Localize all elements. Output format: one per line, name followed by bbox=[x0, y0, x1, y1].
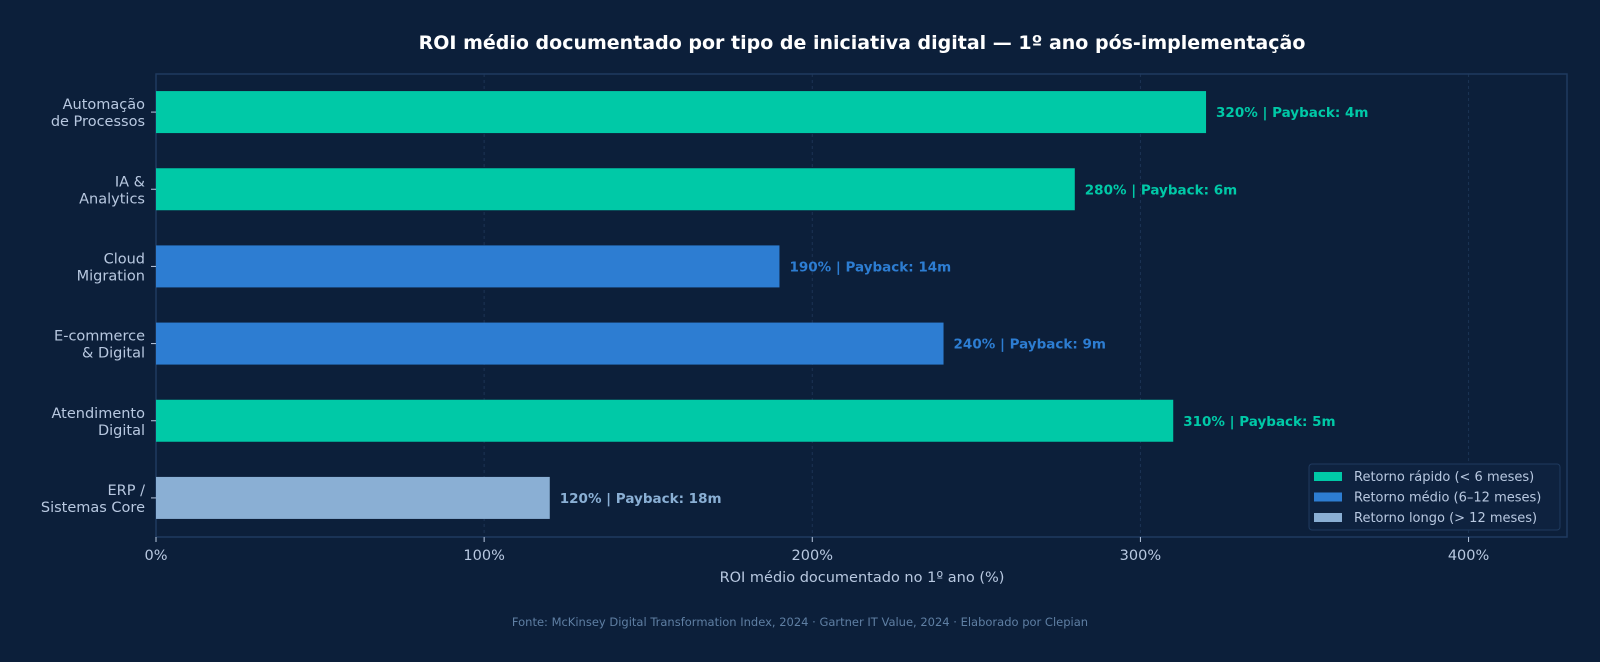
bar bbox=[156, 322, 944, 365]
legend-swatch bbox=[1314, 513, 1342, 522]
y-tick-label: Automação de Processos bbox=[51, 97, 145, 130]
x-axis-label: ROI médio documentado no 1º ano (%) bbox=[720, 570, 1005, 586]
legend-label: Retorno médio (6–12 meses) bbox=[1354, 491, 1541, 506]
chart-title: ROI médio documentado por tipo de inicia… bbox=[419, 32, 1306, 54]
bar bbox=[156, 91, 1207, 134]
legend-label: Retorno rápido (< 6 meses) bbox=[1354, 470, 1534, 485]
bar bbox=[156, 245, 780, 288]
bar bbox=[156, 399, 1174, 442]
plot-frame bbox=[155, 73, 1568, 538]
bar-data-label: 280% | Payback: 6m bbox=[1085, 182, 1237, 198]
bar bbox=[156, 476, 550, 519]
legend-label: Retorno longo (> 12 meses) bbox=[1354, 511, 1537, 526]
bar-data-label: 320% | Payback: 4m bbox=[1216, 105, 1368, 121]
legend-box bbox=[1308, 463, 1561, 531]
source-note: Fonte: McKinsey Digital Transformation I… bbox=[512, 615, 1088, 629]
y-tick-label: E-commerce & Digital bbox=[54, 329, 145, 362]
x-tick-label: 100% bbox=[463, 548, 504, 564]
x-tick-label: 400% bbox=[1448, 548, 1489, 564]
y-tick-label: IA & Analytics bbox=[79, 174, 145, 207]
bar-data-label: 310% | Payback: 5m bbox=[1183, 414, 1335, 430]
y-tick-label: Atendimento Digital bbox=[52, 406, 146, 439]
legend-swatch bbox=[1314, 492, 1342, 502]
y-tick-label: ERP / Sistemas Core bbox=[41, 483, 145, 516]
x-tick-label: 200% bbox=[792, 548, 833, 564]
legend-swatch bbox=[1314, 472, 1342, 481]
bar-data-label: 240% | Payback: 9m bbox=[954, 337, 1106, 353]
bar bbox=[156, 168, 1075, 211]
y-tick-label: Cloud Migration bbox=[77, 251, 145, 284]
legend: Retorno rápido (< 6 meses) Retorno médio … bbox=[1308, 463, 1561, 531]
x-tick-label: 300% bbox=[1120, 548, 1161, 564]
bar-data-label: 120% | Payback: 18m bbox=[560, 491, 722, 507]
bar-data-label: 190% | Payback: 14m bbox=[789, 259, 951, 275]
x-tick-label: 0% bbox=[144, 548, 167, 564]
